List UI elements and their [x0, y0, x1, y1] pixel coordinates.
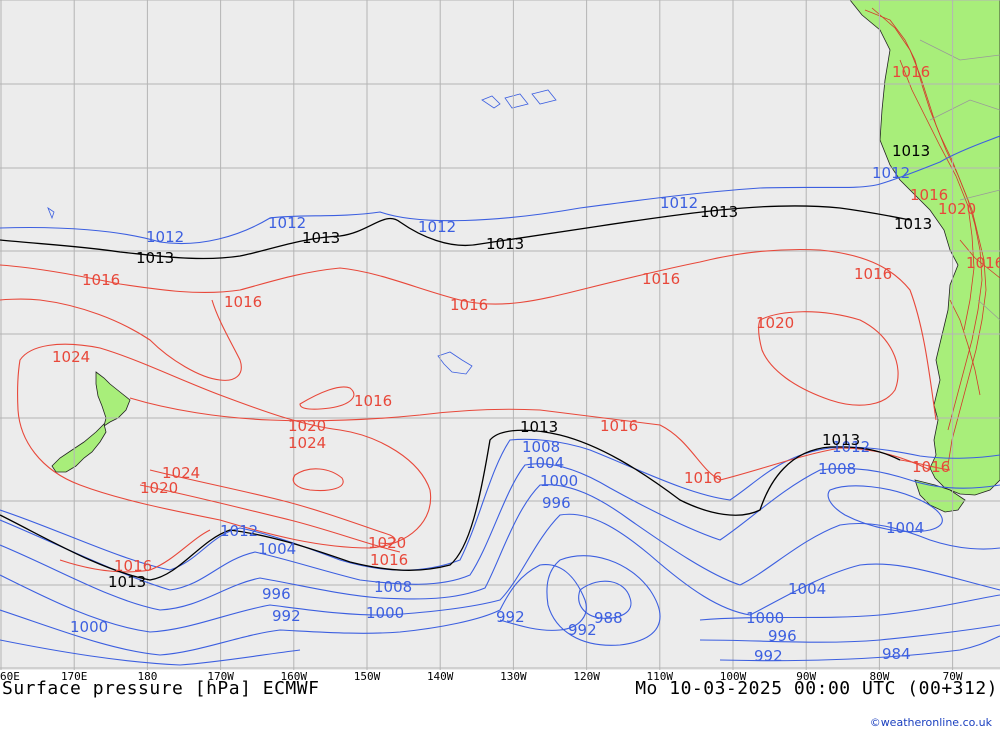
black-isobar-1013 — [0, 205, 911, 581]
isobar-label: 1016 — [684, 469, 722, 487]
longitude-label: 150W — [353, 670, 381, 683]
isobar-label-1013: 1013 — [892, 142, 930, 160]
longitude-label: 170E — [60, 670, 88, 683]
isobar-label: 996 — [262, 585, 291, 603]
new-zealand-land — [51, 371, 131, 473]
credit-link[interactable]: ©weatheronline.co.uk — [869, 716, 992, 729]
longitude-label: 60E — [0, 670, 20, 683]
isobar-label: 1004 — [258, 540, 296, 558]
isobar-label: 1008 — [374, 578, 412, 596]
isobar-label: 1016 — [642, 270, 680, 288]
ocean-background — [0, 0, 1000, 670]
red-isobars — [0, 248, 951, 573]
isobar-label: 1004 — [886, 519, 924, 537]
isobar-label: 1012 — [660, 194, 698, 212]
isobar-labels: 1012 1012 1012 1012 1012 1012 1012 1008 … — [52, 63, 1000, 665]
isobar-label-1013: 1013 — [108, 573, 146, 591]
islands — [47, 89, 557, 375]
isobar-label: 1024 — [52, 348, 90, 366]
isobar-label: 992 — [272, 607, 301, 625]
isobar-label: 1016 — [912, 458, 950, 476]
isobar-label: 1012 — [872, 164, 910, 182]
isobar-label: 1016 — [114, 557, 152, 575]
isobar-label: 1024 — [288, 434, 326, 452]
pressure-map: 1012 1012 1012 1012 1012 1012 1012 1008 … — [0, 0, 1000, 670]
longitude-label: 130W — [500, 670, 527, 683]
isobar-label: 1016 — [854, 265, 892, 283]
isobar-label: 1020 — [756, 314, 794, 332]
isobar-label-1013: 1013 — [486, 235, 524, 253]
isobar-label: 1016 — [450, 296, 488, 314]
isobar-label: 1016 — [354, 392, 392, 410]
map-title: Surface pressure [hPa] ECMWF — [2, 678, 320, 699]
isobar-label: 1000 — [746, 609, 784, 627]
isobar-label: 984 — [882, 645, 911, 663]
isobar-label: 1020 — [938, 200, 976, 218]
longitude-label: 170W — [207, 670, 234, 683]
longitude-label: 120W — [573, 670, 600, 683]
longitude-label: 180 — [137, 670, 158, 683]
isobar-label: 1024 — [162, 464, 200, 482]
footer-bar — [0, 670, 1000, 733]
isobar-label: 1008 — [818, 460, 856, 478]
isobar-label: 1012 — [220, 522, 258, 540]
isobar-label-1013: 1013 — [700, 203, 738, 221]
isobar-label: 1016 — [892, 63, 930, 81]
longitude-label: 90W — [796, 670, 817, 683]
isobar-label: 1000 — [540, 472, 578, 490]
isobar-label: 1020 — [140, 479, 178, 497]
isobar-label: 1016 — [82, 271, 120, 289]
isobar-label: 1004 — [788, 580, 826, 598]
isobar-label-1013: 1013 — [302, 229, 340, 247]
isobar-label: 996 — [542, 494, 571, 512]
country-borders — [919, 39, 1000, 321]
isobar-label: 1016 — [966, 254, 1000, 272]
isobar-label: 1012 — [832, 438, 870, 456]
longitude-label: 70W — [942, 670, 963, 683]
lat-lon-grid — [0, 0, 1000, 670]
isobar-label-1013: 1013 — [894, 215, 932, 233]
isobar-label: 996 — [768, 627, 797, 645]
longitude-label: 80W — [869, 670, 890, 683]
isobar-label: 1000 — [70, 618, 108, 636]
isobar-label-1013: 1013 — [136, 249, 174, 267]
isobar-label: 992 — [568, 621, 597, 639]
andes-terrain — [864, 7, 1000, 466]
longitude-label: 160W — [280, 670, 308, 683]
isobar-label: 1016 — [600, 417, 638, 435]
longitude-label: 100W — [719, 670, 747, 683]
isobar-label: 1000 — [366, 604, 404, 622]
isobar-label: 992 — [754, 647, 783, 665]
isobar-label: 988 — [594, 609, 623, 627]
longitude-label: 110W — [646, 670, 674, 683]
blue-isobars — [0, 135, 1000, 666]
forecast-timestamp: Mo 10-03-2025 00:00 UTC (00+312) — [635, 678, 998, 699]
isobar-label: 1012 — [418, 218, 456, 236]
isobar-label-1013: 1013 — [520, 418, 558, 436]
isobar-label: 1020 — [288, 417, 326, 435]
isobar-label: 1012 — [268, 214, 306, 232]
isobar-label: 1016 — [910, 186, 948, 204]
isobar-label-1013: 1013 — [822, 431, 860, 449]
isobar-label: 1020 — [368, 534, 406, 552]
longitude-label: 140W — [426, 670, 454, 683]
isobar-label: 1008 — [522, 438, 560, 456]
isobar-label: 992 — [496, 608, 525, 626]
isobar-label: 1004 — [526, 454, 564, 472]
isobar-label: 1012 — [146, 228, 184, 246]
isobar-label: 1016 — [224, 293, 262, 311]
isobar-label: 1016 — [370, 551, 408, 569]
